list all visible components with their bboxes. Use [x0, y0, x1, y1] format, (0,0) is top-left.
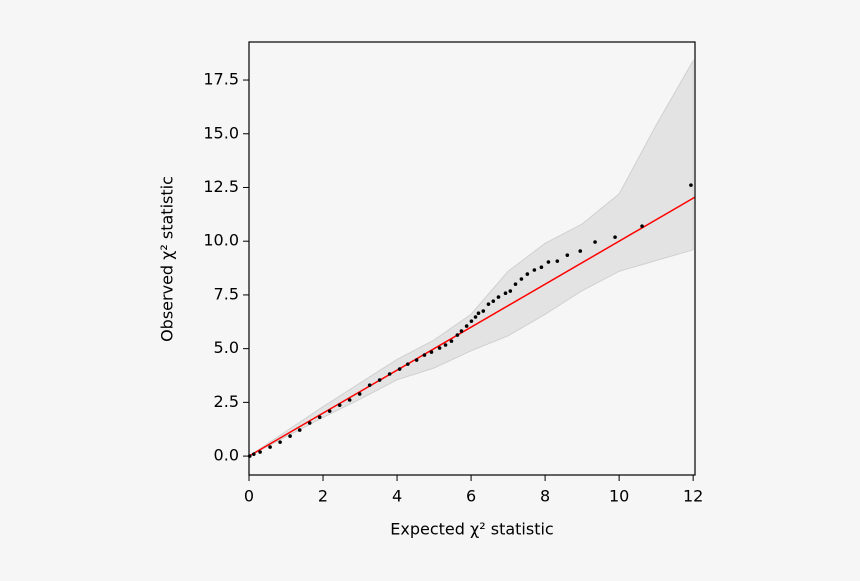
y-tick-label: 12.5	[203, 177, 239, 196]
data-point	[486, 302, 491, 306]
plot-frame	[248, 41, 696, 476]
data-point	[422, 353, 427, 357]
data-point	[367, 383, 372, 387]
data-point	[593, 240, 597, 244]
x-tick-label: 10	[609, 487, 629, 506]
data-point	[307, 421, 312, 425]
data-point	[268, 445, 272, 449]
data-point	[327, 409, 332, 413]
data-point	[476, 311, 481, 315]
data-point	[317, 415, 322, 419]
data-point	[513, 282, 518, 286]
y-tick-label: 2.5	[214, 392, 239, 411]
data-point	[443, 343, 448, 347]
data-point	[397, 367, 402, 371]
data-point	[449, 339, 454, 343]
data-point	[613, 235, 617, 239]
data-point	[555, 259, 560, 263]
x-axis-label: Expected χ² statistic	[390, 520, 553, 539]
y-tick-label: 0.0	[214, 446, 239, 465]
data-point	[491, 299, 496, 303]
data-point	[640, 224, 644, 228]
data-point	[546, 260, 551, 264]
x-tick-label: 8	[540, 487, 550, 506]
data-point	[258, 450, 262, 454]
x-tick-label: 2	[318, 487, 328, 506]
data-point	[565, 253, 570, 257]
data-point	[387, 372, 392, 376]
data-point	[437, 346, 442, 350]
x-tick-label: 6	[466, 487, 476, 506]
y-tick-label: 15.0	[203, 123, 239, 142]
confidence-band	[248, 58, 694, 457]
y-tick-label: 10.0	[203, 231, 239, 250]
data-point	[473, 315, 478, 319]
data-point	[405, 362, 410, 366]
data-point	[539, 265, 544, 270]
y-tick-label: 5.0	[214, 338, 239, 357]
data-point	[689, 183, 693, 187]
data-point	[288, 434, 292, 438]
data-point	[532, 268, 537, 272]
data-point	[377, 378, 382, 382]
data-point	[464, 324, 469, 328]
x-tick-label: 0	[244, 487, 254, 506]
y-axis-label: Observed χ² statistic	[158, 176, 177, 342]
data-point	[414, 358, 419, 362]
data-point	[459, 329, 464, 333]
y-tick-label: 7.5	[214, 284, 239, 303]
data-point	[578, 249, 583, 253]
data-point	[481, 309, 486, 313]
x-tick-label: 4	[392, 487, 402, 506]
data-point	[252, 452, 256, 456]
x-tick-label: 12	[683, 487, 703, 506]
data-point	[525, 272, 530, 276]
data-point	[297, 428, 302, 432]
data-point	[469, 319, 474, 323]
data-point	[508, 289, 513, 293]
data-point	[357, 392, 362, 396]
data-point	[519, 277, 524, 281]
data-point	[347, 398, 352, 402]
data-point	[429, 350, 434, 354]
data-point	[496, 295, 501, 299]
y-tick-label: 17.5	[203, 70, 239, 89]
data-point	[337, 403, 342, 407]
reference-line	[248, 196, 696, 457]
data-point	[278, 440, 282, 444]
data-point	[455, 333, 460, 337]
data-point	[503, 291, 508, 296]
